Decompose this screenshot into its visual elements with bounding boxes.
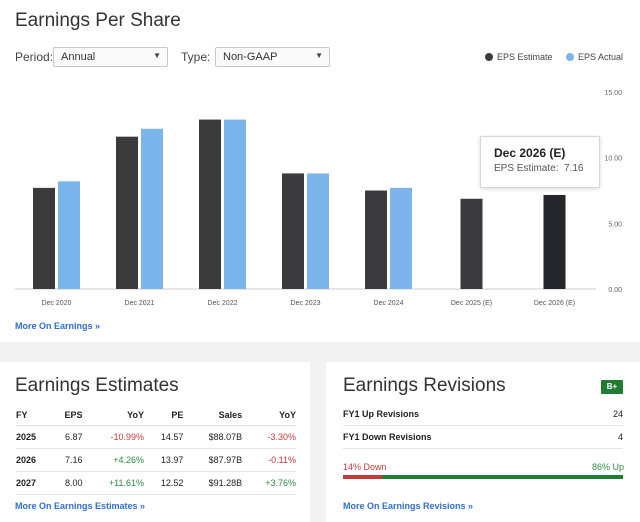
x-tick-label: Dec 2025 (E) (451, 300, 492, 307)
legend-dot-estimate (485, 53, 493, 61)
type-label: Type: (181, 50, 211, 64)
bar-estimate[interactable] (460, 198, 483, 289)
x-tick-label: Dec 2026 (E) (534, 300, 575, 307)
estimates-table: FY EPS YoY PE Sales YoY 2025 6.87 -10.99… (16, 410, 296, 495)
chart-tooltip: Dec 2026 (E) EPS Estimate: 7.16 (480, 136, 600, 188)
legend-item-estimate[interactable]: EPS Estimate (485, 52, 553, 62)
revisions-panel (326, 362, 640, 522)
table-row: 2025 6.87 -10.99% 14.57 $88.07B -3.30% (16, 425, 296, 449)
revision-split-bar (343, 475, 623, 479)
period-select-value: Annual (61, 51, 96, 63)
type-select-value: Non-GAAP (223, 51, 278, 63)
down-revisions-row: FY1 Down Revisions 4 (343, 432, 623, 442)
cell-yoy: -10.99% (82, 425, 145, 449)
y-tick-label: 10.00 (604, 156, 622, 163)
table-header-row: FY EPS YoY PE Sales YoY (16, 410, 296, 426)
down-revisions-label: FY1 Down Revisions (343, 432, 432, 442)
cell-fy: 2026 (16, 448, 52, 472)
cell-fy: 2027 (16, 471, 52, 495)
down-percent-label: 14% Down (343, 462, 387, 472)
eps-title: Earnings Per Share (15, 10, 181, 31)
bar-actual[interactable] (390, 187, 412, 289)
col-sales-yoy: YoY (242, 410, 296, 426)
grade-badge: B+ (601, 380, 623, 394)
period-select[interactable]: Annual ▼ (53, 47, 168, 67)
cell-eps: 7.16 (51, 448, 83, 472)
cell-pe: 14.57 (144, 425, 184, 449)
more-on-revisions-link[interactable]: More On Earnings Revisions » (343, 501, 474, 511)
cell-pe: 12.52 (144, 471, 184, 495)
cell-yoy: +11.61% (82, 471, 145, 495)
x-tick-label: Dec 2021 (125, 300, 155, 307)
eps-bar-chart: 0.00 5.00 10.00 15.00 Dec 2020 Dec 2021 Dec 20… (15, 90, 622, 307)
divider (343, 448, 623, 449)
tooltip-value: 7.16 (564, 163, 584, 174)
up-revisions-label: FY1 Up Revisions (343, 409, 420, 419)
tooltip-label: EPS Estimate: (494, 163, 559, 174)
bar-estimate[interactable] (543, 194, 566, 289)
bar-estimate[interactable] (365, 190, 387, 290)
col-fy: FY (16, 410, 52, 426)
x-tick-label: Dec 2023 (291, 300, 321, 307)
cell-pe: 13.97 (144, 448, 184, 472)
bar-estimate[interactable] (282, 173, 304, 289)
tooltip-title: Dec 2026 (E) (494, 146, 566, 160)
down-revisions-value: 4 (617, 432, 623, 442)
divider (343, 425, 623, 426)
up-revisions-row: FY1 Up Revisions 24 (343, 409, 623, 419)
legend-item-actual[interactable]: EPS Actual (566, 52, 623, 62)
up-revisions-value: 24 (612, 409, 623, 419)
cell-fy: 2025 (16, 425, 52, 449)
col-sales: Sales (183, 410, 243, 426)
legend-dot-actual (566, 53, 574, 61)
table-row: 2026 7.16 +4.26% 13.97 $87.97B -0.11% (16, 448, 296, 472)
x-tick-label: Dec 2024 (374, 300, 404, 307)
cell-yoy: +4.26% (82, 448, 145, 472)
cell-sales-yoy: +3.76% (242, 471, 296, 495)
y-tick-label: 15.00 (604, 90, 622, 97)
y-tick-label: 0.00 (608, 287, 622, 294)
more-on-earnings-link[interactable]: More On Earnings » (15, 321, 101, 331)
legend-label-actual: EPS Actual (578, 52, 624, 62)
period-label: Period: (15, 50, 54, 64)
bar-actual[interactable] (307, 173, 329, 289)
revisions-title: Earnings Revisions (343, 375, 506, 396)
cell-sales: $88.07B (183, 425, 243, 449)
cell-sales-yoy: -0.11% (242, 448, 296, 472)
revision-split-down (343, 475, 383, 479)
up-percent-label: 86% Up (592, 462, 625, 472)
chevron-down-icon: ▼ (153, 51, 161, 60)
legend-label-estimate: EPS Estimate (497, 52, 553, 62)
more-on-estimates-link[interactable]: More On Earnings Estimates » (15, 501, 146, 511)
type-select[interactable]: Non-GAAP ▼ (215, 47, 330, 67)
bar-estimate[interactable] (33, 187, 55, 289)
x-tick-label: Dec 2020 (42, 300, 72, 307)
table-row: 2027 8.00 +11.61% 12.52 $91.28B +3.76% (16, 471, 296, 495)
cell-eps: 6.87 (51, 425, 83, 449)
bar-estimate[interactable] (116, 136, 138, 289)
bar-actual[interactable] (58, 181, 80, 289)
estimates-title: Earnings Estimates (15, 375, 179, 396)
tooltip-line: EPS Estimate: 7.16 (494, 163, 599, 174)
cell-eps: 8.00 (51, 471, 83, 495)
col-pe: PE (144, 410, 184, 426)
cell-sales-yoy: -3.30% (242, 425, 296, 449)
col-yoy: YoY (82, 410, 145, 426)
bar-actual[interactable] (141, 128, 163, 289)
y-tick-label: 5.00 (608, 221, 622, 228)
cell-sales: $91.28B (183, 471, 243, 495)
cell-sales: $87.97B (183, 448, 243, 472)
col-eps: EPS (51, 410, 83, 426)
chevron-down-icon: ▼ (315, 51, 323, 60)
bar-actual[interactable] (224, 119, 246, 289)
bar-estimate[interactable] (199, 119, 221, 289)
x-tick-label: Dec 2022 (208, 300, 238, 307)
